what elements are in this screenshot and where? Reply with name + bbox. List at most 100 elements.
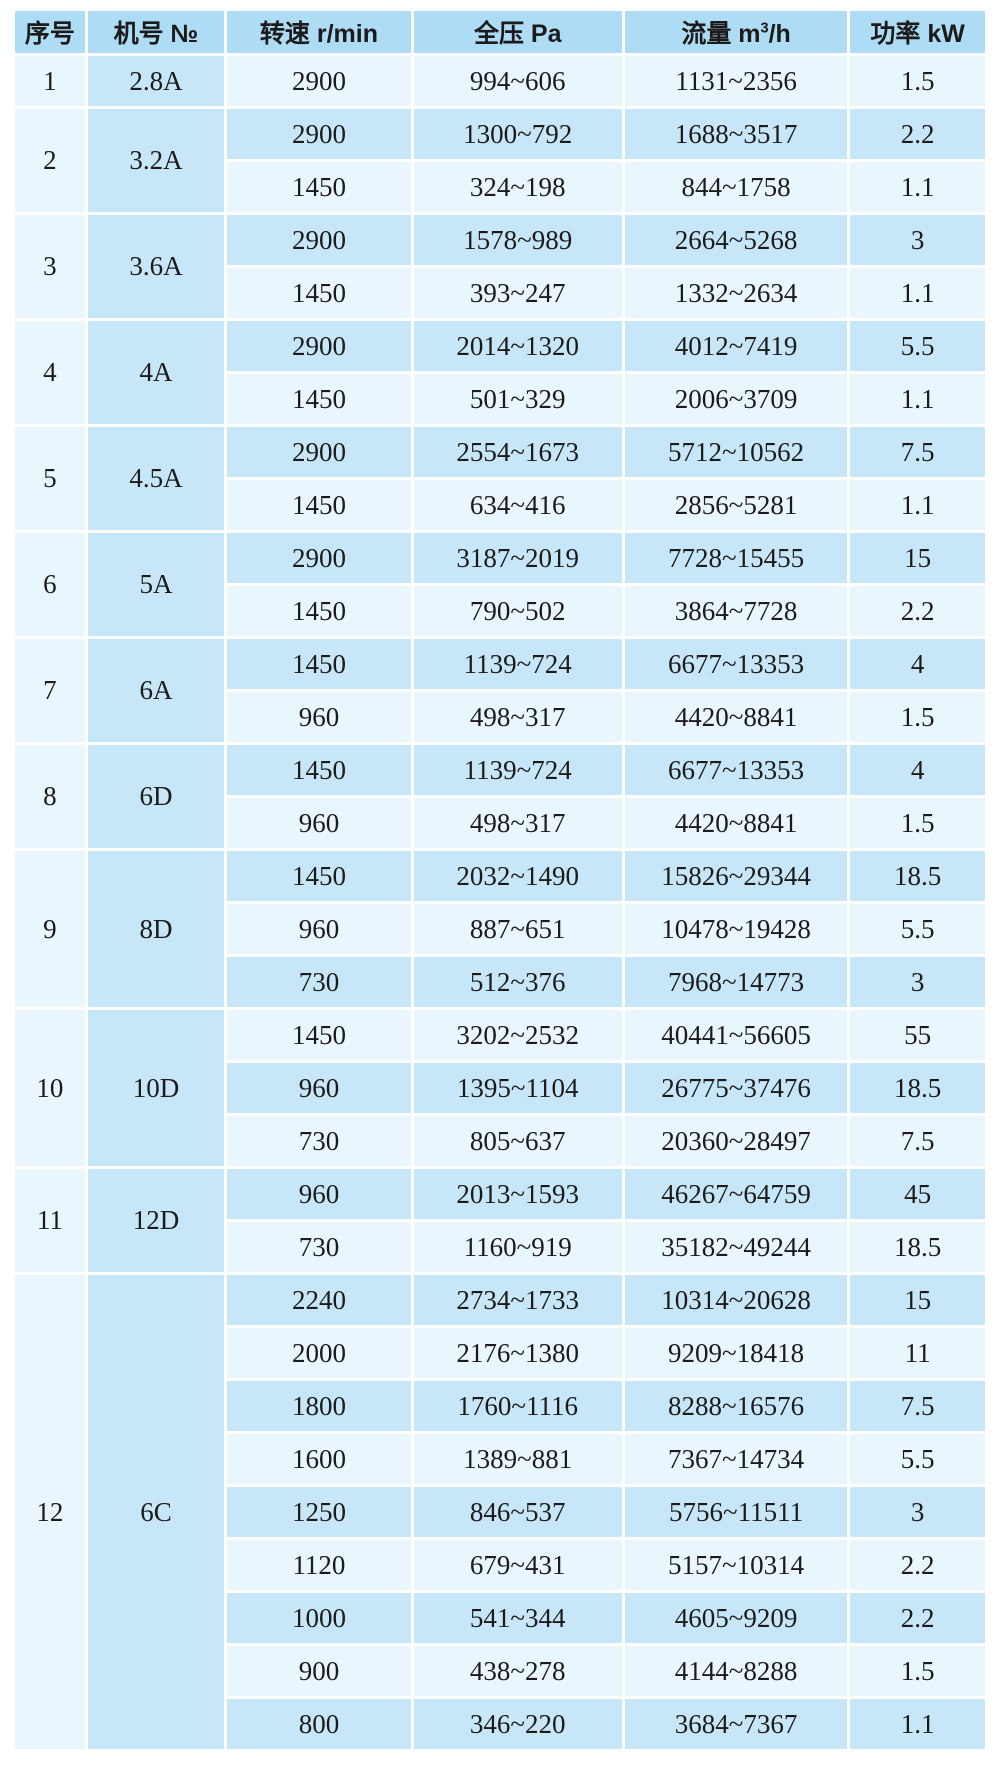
pressure-cell: 1300~792 [413,109,622,159]
flow-cell: 6677~13353 [624,639,848,689]
pressure-cell: 3202~2532 [413,1010,622,1060]
pressure-cell: 805~637 [413,1116,622,1166]
table-row: 2000 2176~1380 9209~18418 11 [15,1328,985,1378]
pressure-cell: 1760~1116 [413,1381,622,1431]
speed-cell: 900 [227,1646,411,1696]
flow-cell: 2006~3709 [624,374,848,424]
flow-cell: 6677~13353 [624,745,848,795]
serial-cell: 5 [15,427,85,530]
table-row: 960 498~317 4420~8841 1.5 [15,798,985,848]
speed-cell: 1450 [227,268,411,318]
power-cell: 5.5 [850,904,985,954]
power-cell: 2.2 [850,586,985,636]
pressure-cell: 1395~1104 [413,1063,622,1113]
power-cell: 18.5 [850,1063,985,1113]
table-row: 1800 1760~1116 8288~16576 7.5 [15,1381,985,1431]
table-row: 7 6A 1450 1139~724 6677~13353 4 [15,639,985,742]
flow-cell: 1332~2634 [624,268,848,318]
flow-cell: 7968~14773 [624,957,848,1007]
table-row: 1450 501~329 2006~3709 1.1 [15,374,985,424]
header-speed: 转速 r/min [227,11,411,53]
speed-cell: 2900 [227,56,411,106]
model-cell: 4.5A [87,427,225,530]
power-cell: 11 [850,1328,985,1378]
power-cell: 1.1 [850,162,985,212]
serial-cell: 7 [15,639,85,742]
table-row: 2 3.2A 2900 1300~792 1688~3517 2.2 [15,109,985,212]
serial-cell: 11 [15,1169,85,1272]
power-cell: 1.1 [850,480,985,530]
model-cell: 4A [87,321,225,424]
flow-cell: 40441~56605 [624,1010,848,1060]
power-cell: 1.5 [850,798,985,848]
header-flow: 流量 m3/h [624,11,848,53]
table-row: 1 2.8A 2900 994~606 1131~2356 1.5 [15,56,985,106]
table-row: 730 1160~919 35182~49244 18.5 [15,1222,985,1272]
flow-cell: 8288~16576 [624,1381,848,1431]
table-row: 960 887~651 10478~19428 5.5 [15,904,985,954]
speed-cell: 1450 [227,162,411,212]
speed-cell: 2900 [227,427,411,477]
table-row: 9 8D 1450 2032~1490 15826~29344 18.5 [15,851,985,1007]
flow-cell: 4420~8841 [624,692,848,742]
pressure-cell: 1160~919 [413,1222,622,1272]
pressure-cell: 498~317 [413,798,622,848]
header-row: 序号 机号 № 转速 r/min 全压 Pa 流量 m3/h 功率 kW [15,11,985,53]
pressure-cell: 790~502 [413,586,622,636]
speed-cell: 960 [227,1169,411,1219]
table-row: 8 6D 1450 1139~724 6677~13353 4 [15,745,985,848]
flow-cell: 35182~49244 [624,1222,848,1272]
pressure-cell: 512~376 [413,957,622,1007]
pressure-cell: 2013~1593 [413,1169,622,1219]
power-cell: 5.5 [850,321,985,371]
speed-cell: 1800 [227,1381,411,1431]
serial-cell: 6 [15,533,85,636]
pressure-cell: 498~317 [413,692,622,742]
power-cell: 2.2 [850,109,985,159]
flow-cell: 2664~5268 [624,215,848,265]
power-cell: 5.5 [850,1434,985,1484]
speed-cell: 1250 [227,1487,411,1537]
pressure-cell: 1389~881 [413,1434,622,1484]
speed-cell: 960 [227,1063,411,1113]
speed-cell: 960 [227,798,411,848]
speed-cell: 730 [227,957,411,1007]
table-row: 800 346~220 3684~7367 1.1 [15,1699,985,1749]
flow-cell: 1131~2356 [624,56,848,106]
pressure-cell: 994~606 [413,56,622,106]
pressure-cell: 2734~1733 [413,1275,622,1325]
header-power: 功率 kW [850,11,985,53]
pressure-cell: 2014~1320 [413,321,622,371]
flow-cell: 7367~14734 [624,1434,848,1484]
pressure-cell: 438~278 [413,1646,622,1696]
table-row: 1450 790~502 3864~7728 2.2 [15,586,985,636]
speed-cell: 800 [227,1699,411,1749]
header-serial: 序号 [15,11,85,53]
table-row: 3 3.6A 2900 1578~989 2664~5268 3 [15,215,985,318]
flow-cell: 7728~15455 [624,533,848,583]
power-cell: 1.5 [850,56,985,106]
power-cell: 3 [850,1487,985,1537]
power-cell: 7.5 [850,1116,985,1166]
table-row: 11 12D 960 2013~1593 46267~64759 45 [15,1169,985,1272]
model-cell: 3.6A [87,215,225,318]
serial-cell: 2 [15,109,85,212]
header-model: 机号 № [87,11,225,53]
power-cell: 1.1 [850,1699,985,1749]
table-header: 序号 机号 № 转速 r/min 全压 Pa 流量 m3/h 功率 kW [15,11,985,53]
table-row: 10 10D 1450 3202~2532 40441~56605 55 [15,1010,985,1166]
power-cell: 18.5 [850,851,985,901]
speed-cell: 960 [227,904,411,954]
table-row: 1000 541~344 4605~9209 2.2 [15,1593,985,1643]
table-row: 5 4.5A 2900 2554~1673 5712~10562 7.5 [15,427,985,530]
model-cell: 6C [87,1275,225,1749]
power-cell: 4 [850,639,985,689]
pressure-cell: 1139~724 [413,745,622,795]
power-cell: 1.5 [850,1646,985,1696]
flow-cell: 3684~7367 [624,1699,848,1749]
speed-cell: 1450 [227,1010,411,1060]
table-row: 730 805~637 20360~28497 7.5 [15,1116,985,1166]
speed-cell: 1450 [227,374,411,424]
model-cell: 10D [87,1010,225,1166]
